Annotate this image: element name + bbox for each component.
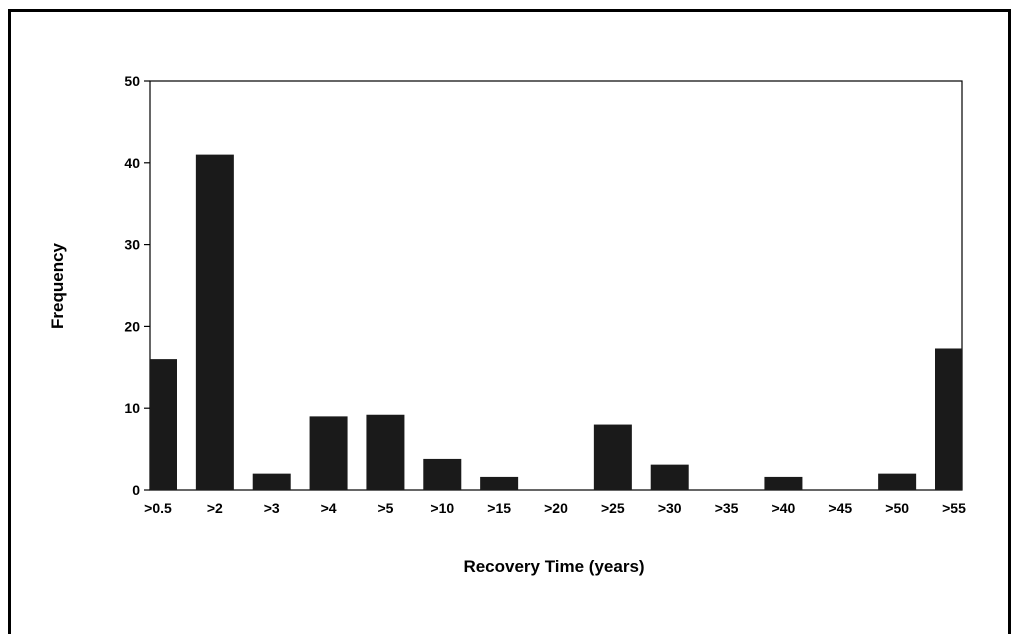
bars: [150, 154, 962, 490]
y-axis-label: Frequency: [48, 242, 67, 329]
bar: [150, 359, 177, 490]
x-tick-label: >55: [942, 500, 966, 516]
x-tick-label: >20: [544, 500, 568, 516]
y-tick-label: 0: [132, 482, 140, 498]
x-tick-label: >40: [772, 500, 796, 516]
y-tick-label: 40: [124, 155, 140, 171]
y-tick-label: 30: [124, 237, 140, 253]
y-tick-label: 10: [124, 400, 140, 416]
bar: [309, 416, 348, 490]
y-tick-label: 20: [124, 318, 140, 334]
bar: [480, 476, 519, 490]
bar: [252, 473, 291, 490]
plot-area: [149, 80, 963, 491]
bar: [935, 348, 962, 490]
bar: [593, 424, 632, 490]
x-tick-label: >5: [377, 500, 393, 516]
x-tick-label: >25: [601, 500, 625, 516]
x-tick-label: >35: [715, 500, 739, 516]
bar: [650, 464, 689, 490]
x-tick-label: >4: [321, 500, 337, 516]
chart-frame: [8, 9, 1011, 634]
bar: [423, 458, 462, 490]
y-axis: 0 10 20 30 40 50: [124, 73, 150, 498]
x-tick-label: >10: [430, 500, 454, 516]
bar: [366, 414, 405, 490]
bar: [878, 473, 917, 490]
x-tick-label: >15: [487, 500, 511, 516]
x-tick-label: >3: [264, 500, 280, 516]
x-tick-label: >2: [207, 500, 223, 516]
y-tick-label: 50: [124, 73, 140, 89]
x-axis: >0.5 >2 >3 >4 >5 >10 >15 >20 >25 >30 >35 >40 >45 >50 >…: [144, 500, 966, 516]
x-tick-label: >0.5: [144, 500, 172, 516]
x-axis-label: Recovery Time (years): [463, 557, 644, 576]
bar: [195, 154, 234, 490]
x-tick-label: >50: [885, 500, 909, 516]
x-tick-label: >30: [658, 500, 682, 516]
x-tick-label: >45: [828, 500, 852, 516]
bar: [764, 476, 803, 490]
